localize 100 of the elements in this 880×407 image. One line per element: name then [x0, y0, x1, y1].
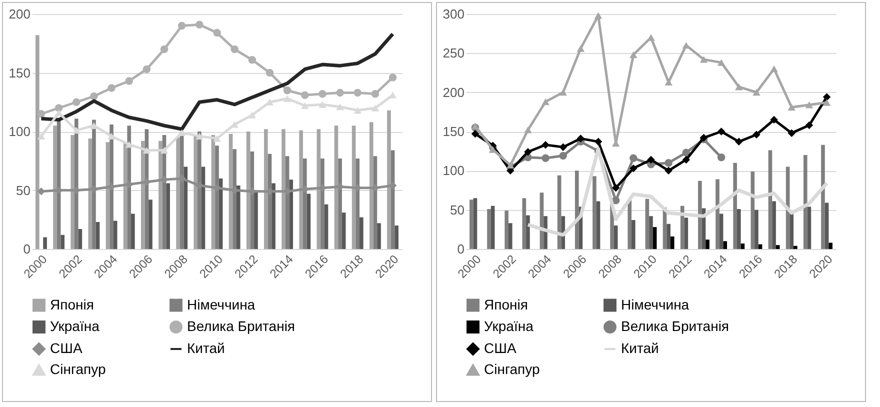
bar: [526, 215, 530, 249]
legend-label: Китай: [621, 340, 659, 356]
bar: [299, 130, 303, 249]
legend-label: Китай: [187, 340, 225, 356]
bar: [719, 214, 724, 249]
bar: [574, 170, 579, 249]
point: [682, 156, 690, 164]
bar: [652, 227, 657, 249]
point: [196, 182, 204, 190]
bar: [140, 140, 145, 249]
point: [594, 138, 602, 146]
point: [612, 196, 620, 204]
bar: [60, 234, 65, 249]
bar: [490, 206, 495, 249]
point: [160, 146, 168, 154]
point: [752, 88, 760, 96]
bar: [733, 162, 737, 249]
bar: [53, 126, 57, 249]
point: [142, 178, 151, 186]
bar: [228, 134, 233, 249]
bar: [184, 166, 188, 249]
bar: [790, 214, 794, 249]
point: [213, 28, 221, 37]
bar: [110, 124, 114, 249]
point: [125, 180, 133, 188]
bar: [632, 220, 636, 249]
point: [37, 188, 46, 196]
bar: [666, 224, 670, 249]
bar: [807, 206, 812, 249]
bar: [754, 210, 758, 249]
point: [248, 112, 256, 118]
point: [630, 164, 638, 172]
bar: [821, 144, 825, 249]
point: [559, 152, 567, 160]
bar: [680, 206, 684, 249]
point: [805, 121, 814, 130]
bar: [236, 186, 240, 249]
bar: [670, 236, 674, 249]
bar: [131, 214, 135, 249]
bar: [106, 142, 110, 249]
point: [37, 110, 46, 118]
legend-label: Японія: [50, 296, 94, 312]
point: [248, 56, 256, 64]
point: [735, 138, 743, 146]
point: [336, 88, 344, 97]
point: [576, 45, 585, 52]
point: [354, 88, 362, 97]
y-tick-label: 150: [8, 65, 30, 80]
point: [630, 154, 638, 162]
point: [125, 77, 133, 85]
point: [788, 129, 796, 137]
point: [72, 126, 80, 134]
point: [524, 148, 532, 156]
point: [283, 95, 292, 102]
legend-label: Сінгапур: [484, 361, 540, 377]
legend-label: Німеччина: [187, 296, 256, 312]
legend-label: Україна: [50, 318, 100, 334]
point: [354, 106, 362, 114]
y-tick-label: 150: [442, 124, 464, 139]
point: [108, 182, 116, 191]
bar: [334, 126, 338, 249]
bar: [645, 198, 650, 249]
bar: [794, 246, 798, 249]
point: [160, 176, 168, 184]
bar: [92, 120, 96, 249]
legend-label: Україна: [484, 318, 534, 334]
bar: [148, 200, 152, 249]
bar: [254, 190, 258, 249]
point: [682, 148, 690, 157]
bar: [127, 126, 132, 249]
point: [54, 104, 63, 112]
point: [647, 156, 655, 164]
bar: [272, 183, 276, 249]
point: [612, 184, 620, 192]
point: [542, 98, 550, 106]
bar: [113, 220, 118, 249]
y-tick-label: 0: [457, 242, 464, 256]
point: [805, 102, 814, 108]
bar: [369, 122, 374, 249]
legend-label: США: [50, 340, 83, 356]
point: [178, 22, 186, 30]
point: [213, 135, 221, 142]
point: [301, 185, 309, 193]
point: [559, 143, 567, 152]
bar: [522, 198, 526, 249]
bar: [596, 201, 600, 249]
y-tick-label: 300: [442, 6, 464, 22]
bar: [360, 217, 364, 249]
bar: [78, 229, 82, 249]
bar: [592, 176, 596, 249]
bar: [698, 180, 702, 249]
point: [788, 104, 796, 111]
y-tick-label: 200: [8, 6, 30, 22]
point: [822, 99, 831, 106]
bar: [316, 129, 321, 249]
point: [371, 104, 380, 112]
bar: [776, 245, 780, 249]
point: [213, 184, 221, 192]
bar: [772, 201, 776, 249]
legend-label: Японія: [484, 296, 528, 312]
